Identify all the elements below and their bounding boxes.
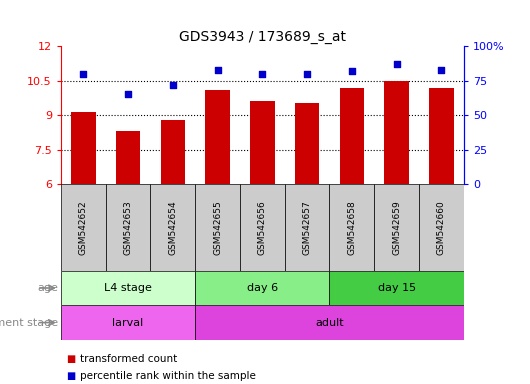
Text: ■: ■ bbox=[66, 354, 75, 364]
Bar bbox=[61, 184, 105, 271]
Bar bbox=[419, 184, 464, 271]
Bar bbox=[116, 131, 140, 184]
Bar bbox=[374, 184, 419, 271]
Text: larval: larval bbox=[112, 318, 144, 328]
Bar bbox=[195, 184, 240, 271]
Point bbox=[79, 71, 87, 77]
Text: day 15: day 15 bbox=[377, 283, 416, 293]
Text: development stage: development stage bbox=[0, 318, 58, 328]
Bar bbox=[285, 184, 330, 271]
Text: GSM542653: GSM542653 bbox=[123, 200, 132, 255]
Point bbox=[348, 68, 356, 74]
Bar bbox=[429, 88, 454, 184]
Title: GDS3943 / 173689_s_at: GDS3943 / 173689_s_at bbox=[179, 30, 346, 44]
Bar bbox=[330, 184, 374, 271]
Bar bbox=[384, 81, 409, 184]
Text: GSM542652: GSM542652 bbox=[79, 200, 88, 255]
Bar bbox=[195, 271, 330, 305]
Text: GSM542655: GSM542655 bbox=[213, 200, 222, 255]
Point bbox=[437, 66, 446, 73]
Bar bbox=[340, 88, 364, 184]
Bar bbox=[71, 112, 95, 184]
Text: GSM542654: GSM542654 bbox=[169, 200, 178, 255]
Point bbox=[169, 82, 177, 88]
Bar bbox=[161, 120, 185, 184]
Text: transformed count: transformed count bbox=[80, 354, 176, 364]
Bar bbox=[105, 184, 151, 271]
Text: L4 stage: L4 stage bbox=[104, 283, 152, 293]
Bar bbox=[61, 305, 195, 340]
Text: GSM542656: GSM542656 bbox=[258, 200, 267, 255]
Point bbox=[124, 91, 132, 98]
Text: day 6: day 6 bbox=[247, 283, 278, 293]
Text: ■: ■ bbox=[66, 371, 75, 381]
Text: GSM542658: GSM542658 bbox=[347, 200, 356, 255]
Bar bbox=[330, 271, 464, 305]
Point bbox=[392, 61, 401, 67]
Point bbox=[214, 66, 222, 73]
Text: adult: adult bbox=[315, 318, 344, 328]
Bar bbox=[250, 101, 275, 184]
Text: age: age bbox=[38, 283, 58, 293]
Bar bbox=[205, 90, 230, 184]
Bar bbox=[240, 184, 285, 271]
Text: GSM542659: GSM542659 bbox=[392, 200, 401, 255]
Text: GSM542660: GSM542660 bbox=[437, 200, 446, 255]
Point bbox=[303, 71, 311, 77]
Text: percentile rank within the sample: percentile rank within the sample bbox=[80, 371, 255, 381]
Bar bbox=[151, 184, 195, 271]
Bar bbox=[195, 305, 464, 340]
Bar bbox=[295, 103, 320, 184]
Bar bbox=[61, 271, 195, 305]
Text: GSM542657: GSM542657 bbox=[303, 200, 312, 255]
Point bbox=[258, 71, 267, 77]
